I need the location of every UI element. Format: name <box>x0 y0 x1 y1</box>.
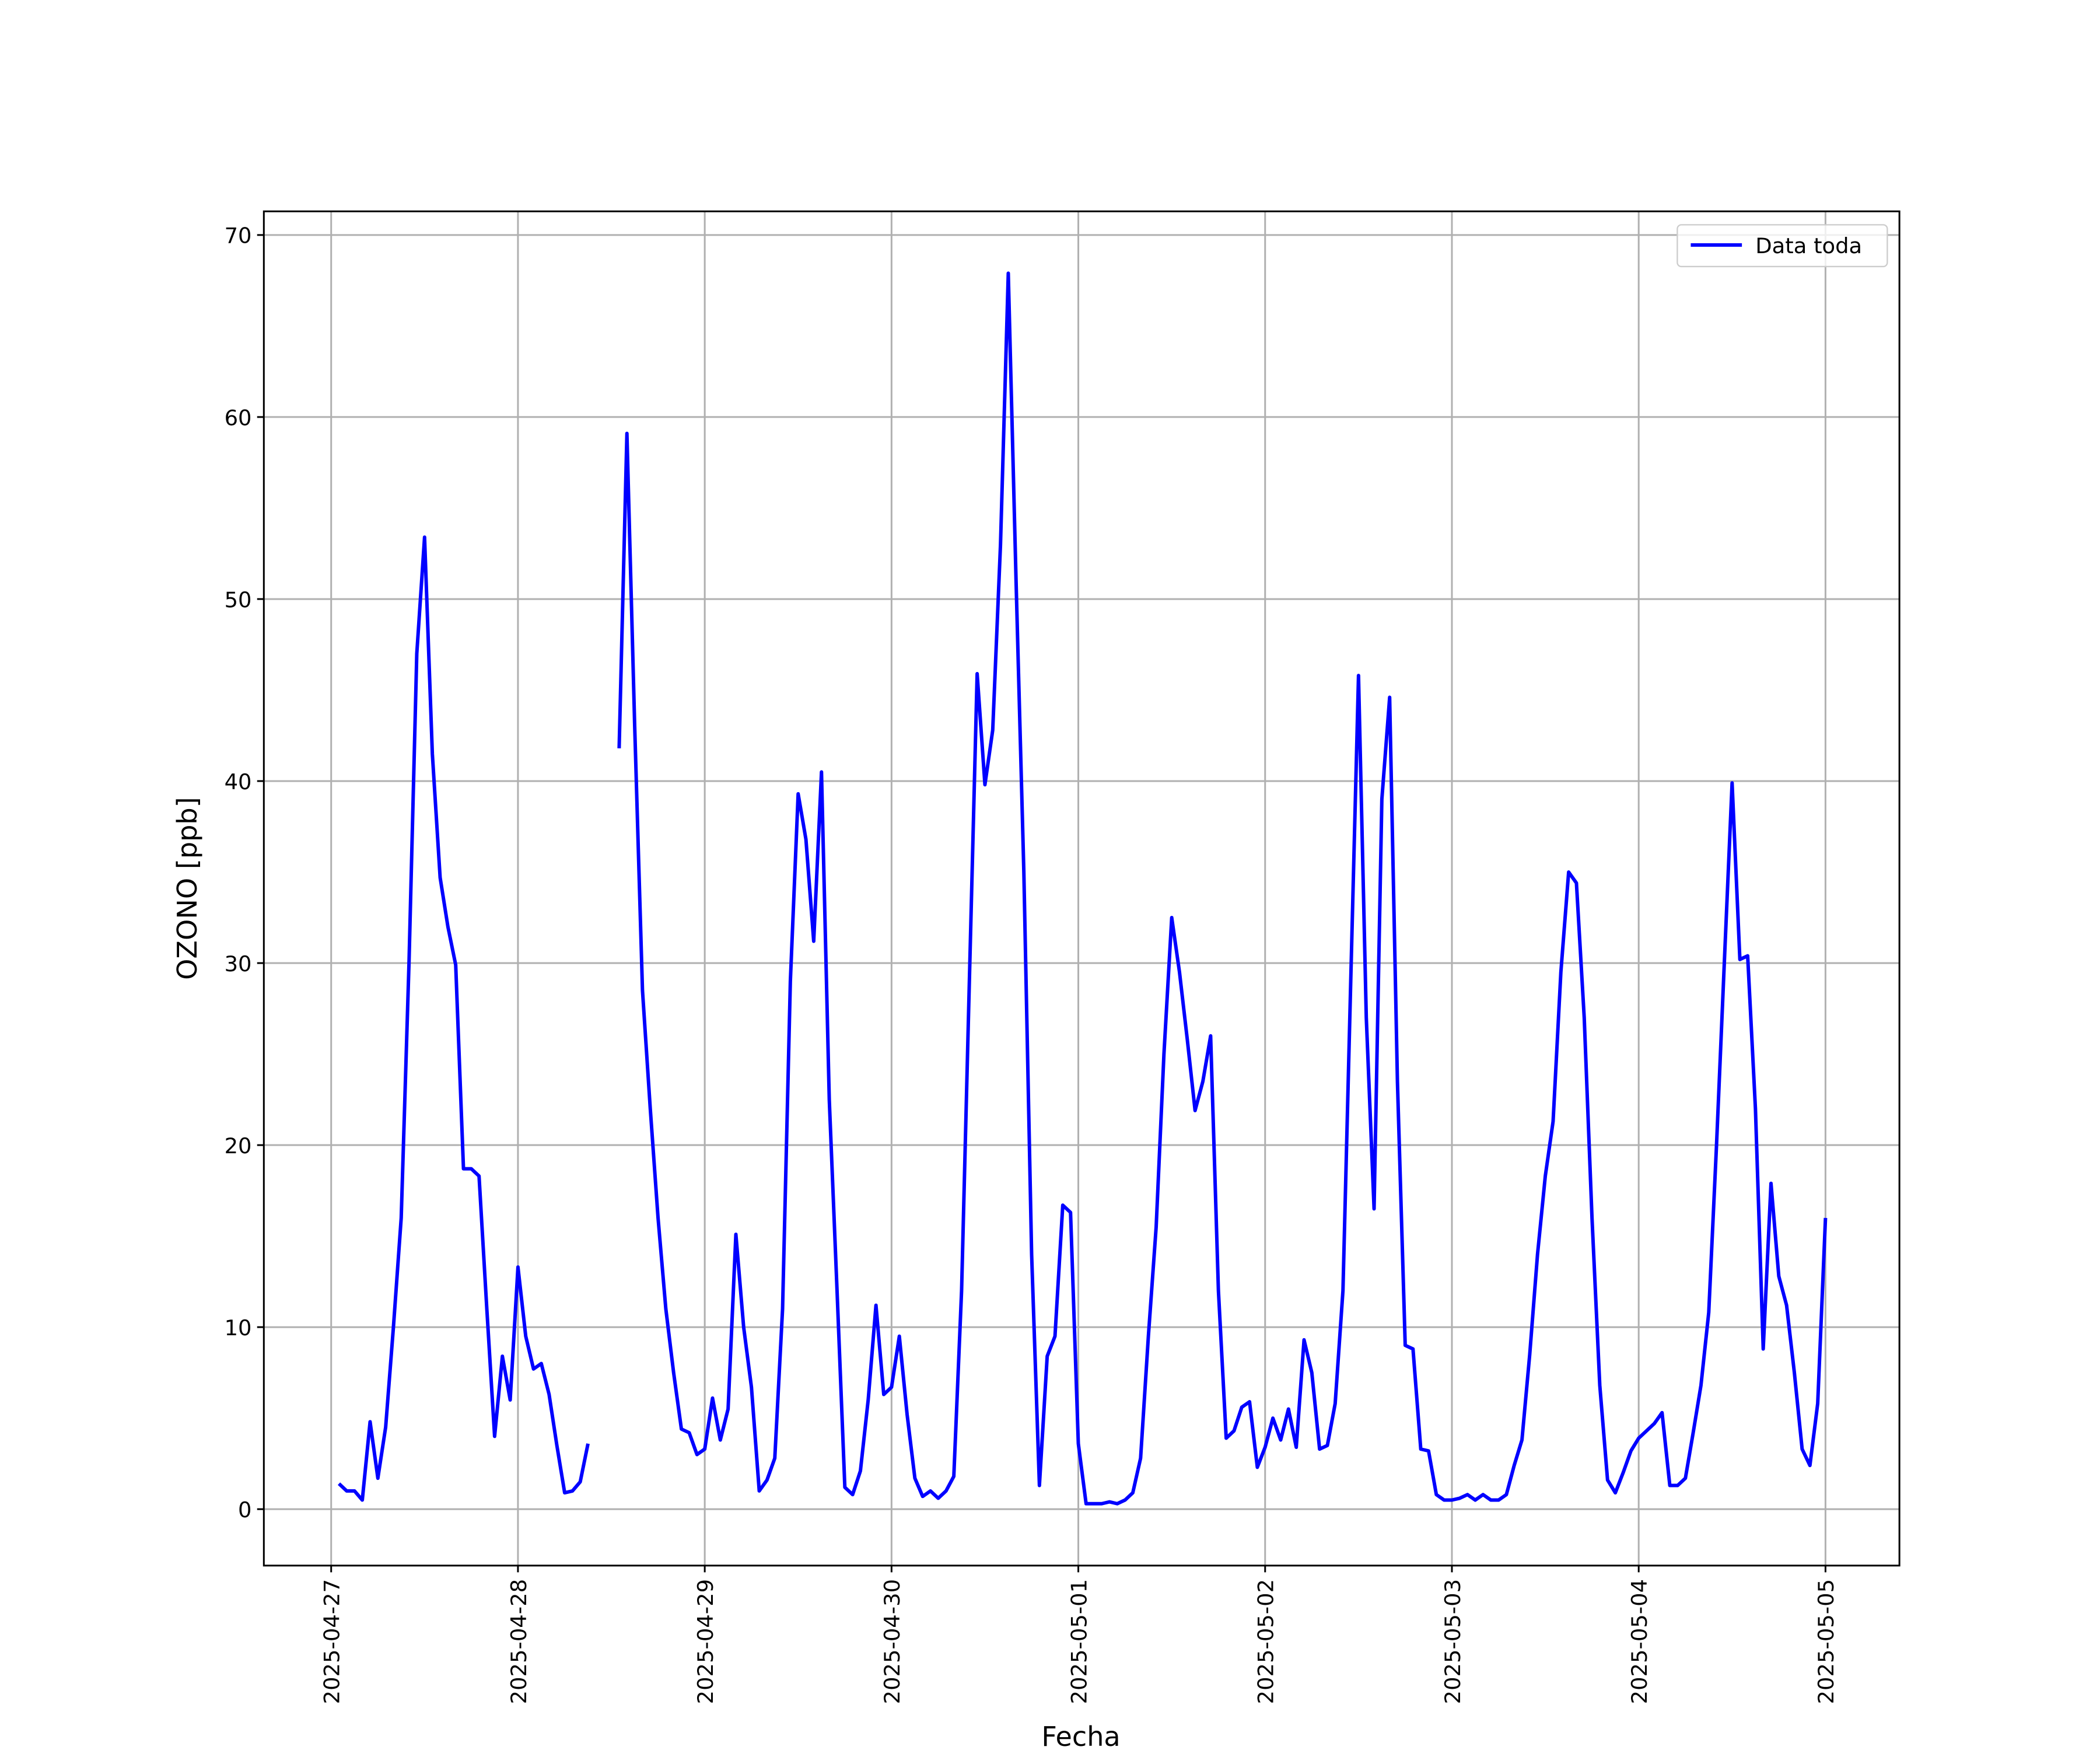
y-tick-label: 30 <box>225 951 252 977</box>
y-tick-label: 60 <box>225 405 252 430</box>
x-axis-label: Fecha <box>1041 1721 1120 1750</box>
y-tick-label: 70 <box>225 223 252 249</box>
y-tick-label: 50 <box>225 587 252 612</box>
x-tick-label: 2025-05-03 <box>1440 1579 1465 1704</box>
x-tick-label: 2025-04-28 <box>506 1579 531 1704</box>
legend: Data toda <box>1676 224 1888 268</box>
x-tick-label: 2025-05-01 <box>1066 1579 1091 1704</box>
y-tick-label: 0 <box>238 1497 251 1522</box>
x-tick-label: 2025-04-30 <box>880 1579 905 1704</box>
plot-area <box>338 271 1828 1506</box>
axes-frame <box>262 210 1901 1567</box>
y-tick-label: 20 <box>225 1133 252 1158</box>
x-tick-label: 2025-04-27 <box>320 1579 345 1704</box>
y-tick-label: 10 <box>225 1315 252 1340</box>
y-axis-label: OZONO [ppb] <box>172 797 203 980</box>
x-tick-label: 2025-05-05 <box>1814 1579 1839 1704</box>
x-tick-label: 2025-05-02 <box>1254 1579 1279 1704</box>
legend-label: Data toda <box>1755 233 1862 258</box>
y-tick-label: 40 <box>225 769 252 794</box>
x-tick-label: 2025-04-29 <box>693 1579 718 1704</box>
ticks: 0 10 20 30 40 50 60 70 2025-04-27 2025-04-28 2025-… <box>225 223 1839 1704</box>
grid <box>264 211 1900 1566</box>
x-tick-label: 2025-05-04 <box>1627 1579 1652 1704</box>
data-line <box>338 271 1828 1506</box>
legend-box <box>1676 224 1888 268</box>
